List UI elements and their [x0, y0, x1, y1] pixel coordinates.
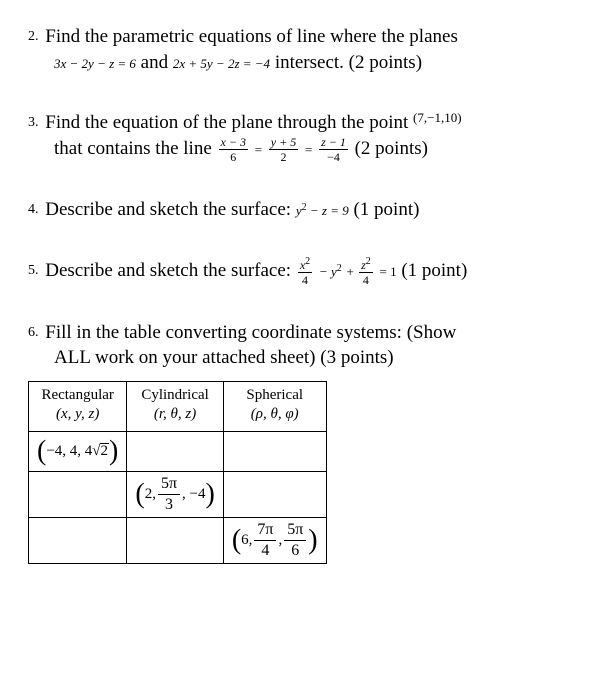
- problem-6: 6. Fill in the table converting coordina…: [28, 320, 579, 371]
- problem-number: 2.: [28, 29, 39, 44]
- problem-text: Find the parametric equations of line wh…: [45, 26, 458, 47]
- plus: +: [346, 264, 357, 279]
- header-cylindrical: Cylindrical (r, θ, z): [127, 381, 223, 431]
- contains-line-text: that contains the line: [54, 138, 217, 159]
- equation-2: 2x + 5y − 2z = −4: [173, 56, 270, 71]
- connector-and: and: [141, 52, 173, 73]
- cell-sph-2: [223, 471, 326, 517]
- left-paren-icon: (: [37, 436, 46, 467]
- problem-line2: ALL work on your attached sheet) (3 poin…: [54, 347, 394, 368]
- equals-1: =: [255, 142, 262, 157]
- problem-number: 4.: [28, 202, 39, 217]
- points-label: (1 point): [401, 260, 467, 281]
- right-paren-icon: ): [308, 524, 317, 555]
- problem-number: 3.: [28, 115, 39, 130]
- fraction-sph-2: 5π6: [284, 522, 306, 559]
- equation-1: 3x − 2y − z = 6: [54, 56, 136, 71]
- problem-5: 5. Describe and sketch the surface: x2 4…: [28, 257, 579, 286]
- problem-3: 3. Find the equation of the plane throug…: [28, 109, 579, 163]
- left-paren-icon: (: [232, 524, 241, 555]
- table-row: (−4, 4, 4√2): [29, 431, 327, 471]
- fraction-sph-1: 7π4: [254, 522, 276, 559]
- header-rectangular: Rectangular (x, y, z): [29, 381, 127, 431]
- cell-sph-3: (6,7π4,5π6): [223, 517, 326, 563]
- cell-cyl-3: [127, 517, 223, 563]
- right-paren-icon: ): [205, 478, 214, 509]
- problem-text: Describe and sketch the surface:: [45, 199, 296, 220]
- problem-2: 2. Find the parametric equations of line…: [28, 24, 579, 75]
- equals-2: =: [305, 142, 312, 157]
- coordinate-table: Rectangular (x, y, z) Cylindrical (r, θ,…: [28, 381, 327, 564]
- problem-line2: 3x − 2y − z = 6 and 2x + 5y − 2z = −4 in…: [54, 52, 422, 73]
- cell-sph-1: [223, 431, 326, 471]
- header-spherical: Spherical (ρ, θ, φ): [223, 381, 326, 431]
- problem-number: 6.: [28, 325, 39, 340]
- eq-rest: − z = 9: [307, 203, 349, 218]
- points-label: (1 point): [353, 199, 419, 220]
- fraction-x: x2 4: [298, 257, 312, 286]
- fraction-cyl: 5π3: [158, 476, 180, 513]
- y-sup: 2: [337, 263, 342, 274]
- problem-tail: intersect. (2 points): [275, 52, 422, 73]
- table-row: (6,7π4,5π6): [29, 517, 327, 563]
- problem-number: 5.: [28, 263, 39, 278]
- cell-rect-3: [29, 517, 127, 563]
- problem-4: 4. Describe and sketch the surface: y2 −…: [28, 197, 579, 223]
- table-row: (2,5π3, −4): [29, 471, 327, 517]
- right-paren-icon: ): [109, 436, 118, 467]
- fraction-z: z2 4: [359, 257, 373, 286]
- cell-cyl-2: (2,5π3, −4): [127, 471, 223, 517]
- point-value: (7,−1,10): [413, 110, 462, 125]
- cell-rect-1: (−4, 4, 4√2): [29, 431, 127, 471]
- table-header-row: Rectangular (x, y, z) Cylindrical (r, θ,…: [29, 381, 327, 431]
- problem-line2: that contains the line x − 3 6 = y + 5 2…: [54, 138, 428, 159]
- minus-y: − y: [319, 264, 337, 279]
- problem-line1: Fill in the table converting coordinate …: [45, 322, 456, 343]
- eq-end: = 1: [379, 264, 396, 279]
- fraction-2: y + 5 2: [269, 136, 298, 163]
- fraction-3: z − 1 −4: [319, 136, 348, 163]
- problem-text: Find the equation of the plane through t…: [45, 112, 413, 133]
- left-paren-icon: (: [135, 478, 144, 509]
- cell-rect-2: [29, 471, 127, 517]
- cell-cyl-1: [127, 431, 223, 471]
- fraction-1: x − 3 6: [219, 136, 248, 163]
- points-label: (2 points): [355, 138, 428, 159]
- problem-text: Describe and sketch the surface:: [45, 260, 296, 281]
